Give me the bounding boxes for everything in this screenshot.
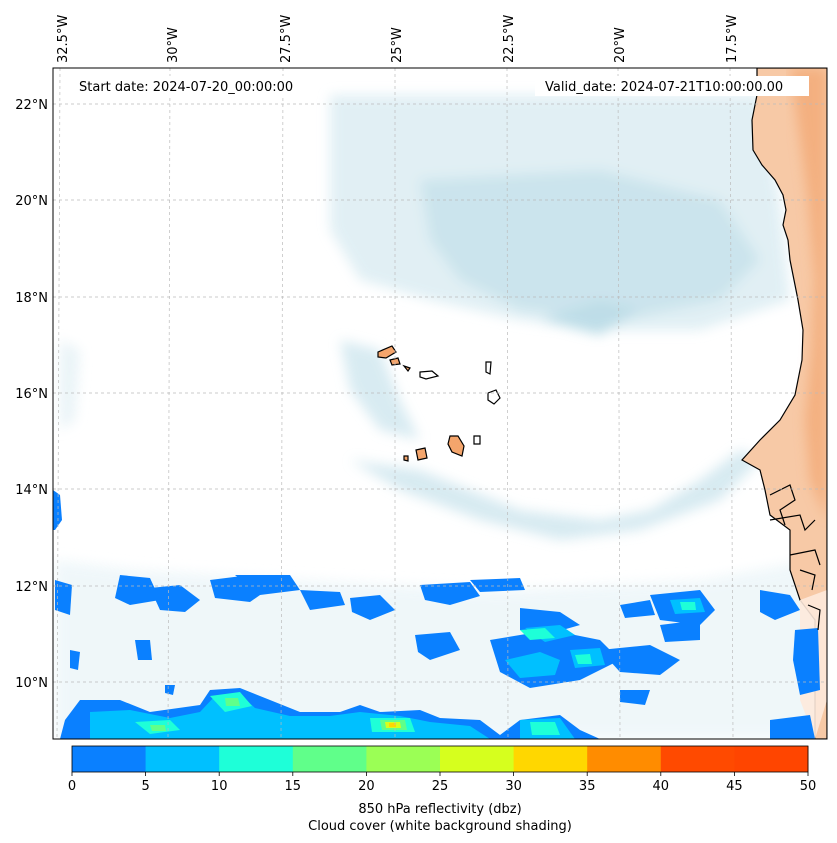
cape-verde-islands	[377, 345, 501, 462]
gridlines	[53, 68, 827, 739]
lat-label: 16°N	[15, 387, 48, 402]
map-panel: Start date: 2024-07-20_00:00:00 Valid_da…	[53, 68, 827, 739]
colorbar-tick-label: 50	[800, 779, 817, 794]
longitude-labels: 32.5°W 30°W 27.5°W 25°W 22.5°W 20°W 17.5…	[56, 15, 740, 63]
colorbar-tick-label: 0	[68, 779, 76, 794]
colorbar-segment	[513, 746, 588, 772]
lon-label: 17.5°W	[725, 15, 740, 63]
colorbar	[72, 746, 809, 772]
lat-label: 22°N	[15, 98, 48, 113]
colorbar-segment	[292, 746, 367, 772]
colorbar-tick-label: 35	[579, 779, 596, 794]
lon-label: 25°W	[390, 27, 405, 63]
colorbar-tick-label: 10	[211, 779, 228, 794]
colorbar-segment	[440, 746, 515, 772]
colorbar-tick-label: 40	[653, 779, 670, 794]
colorbar-segment	[366, 746, 441, 772]
lon-label: 30°W	[166, 27, 181, 63]
lat-label: 14°N	[15, 483, 48, 498]
colorbar-segment	[734, 746, 809, 772]
colorbar-tick-label: 45	[726, 779, 743, 794]
map-frame	[52, 67, 828, 740]
colorbar-segment	[145, 746, 220, 772]
lon-label: 32.5°W	[56, 15, 71, 63]
colorbar-ticks: 0 5 10 15 20 25 30 35 40 45 50	[68, 772, 816, 794]
lon-label: 20°W	[613, 27, 628, 63]
colorbar-sublabel: Cloud cover (white background shading)	[308, 819, 572, 834]
colorbar-segment	[587, 746, 662, 772]
valid-date-box	[535, 76, 809, 96]
colorbar-segment	[219, 746, 294, 772]
valid-date-label: Valid_date: 2024-07-21T10:00:00.00	[545, 80, 783, 95]
latitude-labels: 22°N 20°N 18°N 16°N 14°N 12°N 10°N	[15, 98, 48, 691]
africa-land	[741, 68, 827, 739]
lat-label: 12°N	[15, 580, 48, 595]
colorbar-tick-label: 30	[505, 779, 522, 794]
colorbar-segment	[660, 746, 735, 772]
colorbar-label: 850 hPa reflectivity (dbz)	[358, 802, 521, 817]
start-date-box	[68, 76, 318, 96]
lat-label: 18°N	[15, 291, 48, 306]
lat-label: 20°N	[15, 194, 48, 209]
colorbar-segment	[72, 746, 147, 772]
colorbar-tick-label: 15	[285, 779, 302, 794]
colorbar-tick-label: 5	[141, 779, 149, 794]
colorbar-tick-label: 25	[432, 779, 449, 794]
lon-label: 22.5°W	[502, 15, 517, 63]
colorbar-tick-label: 20	[358, 779, 375, 794]
lon-label: 27.5°W	[279, 15, 294, 63]
lat-label: 10°N	[15, 676, 48, 691]
start-date-label: Start date: 2024-07-20_00:00:00	[79, 80, 293, 95]
coastline-detail	[769, 484, 821, 631]
reflectivity-field	[53, 490, 820, 739]
